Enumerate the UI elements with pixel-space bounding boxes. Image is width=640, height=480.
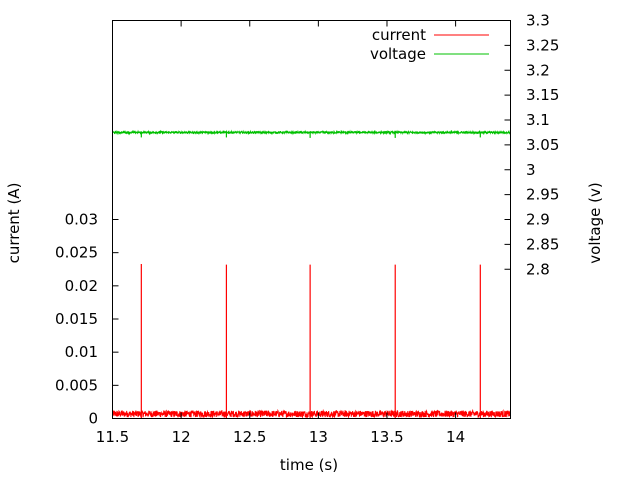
x-tick-label: 14 — [446, 428, 465, 446]
y-tick-label: 0.01 — [65, 343, 98, 361]
y-axis-label: current (A) — [5, 183, 23, 264]
y-tick-label: 0.03 — [65, 211, 98, 229]
series-voltage-line — [112, 129, 511, 136]
legend-label-current: current — [372, 26, 426, 44]
y2-tick-label: 3.15 — [526, 86, 559, 104]
y2-tick-label: 2.8 — [526, 260, 550, 278]
y2-tick-label: 3.3 — [526, 12, 550, 30]
y-tick-label: 0.025 — [55, 244, 98, 262]
x-axis-label: time (s) — [280, 456, 338, 474]
y-tick-label: 0.005 — [55, 376, 98, 394]
y2-tick-label: 3.05 — [526, 136, 559, 154]
x-tick-label: 13 — [309, 428, 328, 446]
y2-tick-label: 2.95 — [526, 186, 559, 204]
data-layer — [112, 129, 511, 419]
y2-axis-label: voltage (v) — [586, 182, 604, 263]
x-tick-label: 12.5 — [233, 428, 266, 446]
series-current-line — [112, 408, 511, 419]
x-tick-label: 12 — [172, 428, 191, 446]
y2-tick-label: 2.9 — [526, 211, 550, 229]
y2-tick-label: 2.85 — [526, 235, 559, 253]
y2-tick-label: 3 — [526, 161, 536, 179]
x-tick-label: 13.5 — [370, 428, 403, 446]
y-tick-label: 0.02 — [65, 277, 98, 295]
y-tick-label: 0 — [88, 410, 98, 428]
y2-tick-label: 3.2 — [526, 61, 550, 79]
y2-tick-label: 3.25 — [526, 36, 559, 54]
plot-frame — [112, 20, 511, 419]
y2-tick-label: 3.1 — [526, 111, 550, 129]
axis-layer: 11.5 12 12.5 13 13.5 14 0 0.005 0.01 0.015 0.02 0.0… — [55, 12, 559, 447]
legend-label-voltage: voltage — [370, 45, 426, 63]
x-tick-label: 11.5 — [96, 428, 129, 446]
y-tick-label: 0.015 — [55, 310, 98, 328]
legend: current voltage — [370, 26, 489, 63]
